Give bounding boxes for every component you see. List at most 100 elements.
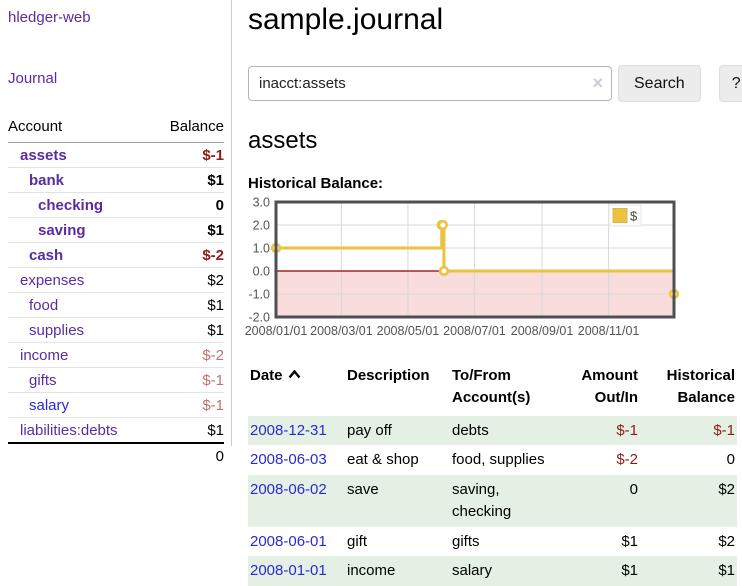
- x-tick-label: 2008/07/01: [443, 324, 506, 338]
- data-point-marker: [439, 221, 447, 229]
- transaction-date-link[interactable]: 2008-01-01: [250, 562, 327, 579]
- account-row: checking 0: [8, 193, 224, 218]
- data-point-marker: [440, 267, 448, 275]
- search-input[interactable]: [248, 66, 612, 101]
- x-tick-label: 2008/01/01: [245, 324, 308, 338]
- account-balance: $-1: [202, 372, 224, 389]
- sidebar-nav: Journal: [8, 70, 231, 87]
- register-header-date: Date: [248, 363, 345, 416]
- account-link-food[interactable]: food: [8, 297, 58, 314]
- accounts-table-header: Account Balance: [8, 116, 224, 143]
- account-row: gifts $-1: [8, 368, 224, 393]
- account-link-expenses[interactable]: expenses: [8, 272, 84, 289]
- register-header-amount: Amount Out/In: [565, 363, 640, 416]
- account-balance: $-2: [202, 247, 224, 264]
- register-cell-balance: 0: [640, 445, 737, 475]
- account-balance: $-2: [202, 347, 224, 364]
- x-tick-label: 2008/03/01: [310, 324, 373, 338]
- page-title: sample.journal: [248, 3, 742, 37]
- account-balance: $1: [207, 322, 224, 339]
- account-link-cash[interactable]: cash: [8, 247, 63, 264]
- register-cell-date: 2008-06-01: [248, 527, 345, 557]
- transaction-date-link[interactable]: 2008-12-31: [250, 422, 327, 439]
- account-link-saving[interactable]: saving: [8, 222, 86, 239]
- register-cell-date: 2008-06-03: [248, 445, 345, 475]
- register-cell-amount: $1: [565, 527, 640, 557]
- x-tick-label: 2008/11/01: [578, 324, 640, 338]
- main-content: sample.journal × Search ? assets Histori…: [232, 0, 742, 586]
- x-tick-label: 2008/05/01: [377, 324, 440, 338]
- accounts-total-value: 0: [216, 448, 224, 465]
- register-cell-balance: $-1: [640, 416, 737, 446]
- register-header-description: Description: [345, 363, 450, 416]
- sidebar: hledger-web Journal Account Balance asse…: [0, 0, 232, 446]
- register-cell-accounts: gifts: [450, 527, 565, 557]
- account-link-gifts[interactable]: gifts: [8, 372, 57, 389]
- register-header-accounts: To/From Account(s): [450, 363, 565, 416]
- legend-label: $: [630, 209, 638, 224]
- account-row: bank $1: [8, 168, 224, 193]
- legend-swatch: [613, 209, 627, 223]
- account-link-income[interactable]: income: [8, 347, 68, 364]
- clear-search-icon[interactable]: ×: [592, 73, 603, 93]
- y-tick-label: 3.0: [253, 196, 270, 210]
- transaction-date-link[interactable]: 2008-06-01: [250, 533, 327, 550]
- account-balance: $1: [207, 297, 224, 314]
- register-cell-accounts: saving, checking: [450, 475, 565, 527]
- account-link-supplies[interactable]: supplies: [8, 322, 84, 339]
- brand: hledger-web: [8, 9, 231, 26]
- transaction-date-link[interactable]: 2008-06-02: [250, 481, 327, 498]
- y-tick-label: -2.0: [248, 311, 270, 325]
- account-row: expenses$2: [8, 268, 224, 293]
- chart-label: Historical Balance:: [248, 175, 742, 192]
- account-balance: 0: [216, 197, 224, 214]
- account-balance: $1: [207, 222, 224, 239]
- account-row: cash $-2: [8, 243, 224, 268]
- search-bar: × Search ?: [248, 65, 742, 102]
- register-header-balance: Historical Balance: [640, 363, 737, 416]
- account-row: food $1: [8, 293, 224, 318]
- register-cell-date: 2008-12-31: [248, 416, 345, 446]
- account-balance: $-1: [202, 397, 224, 414]
- y-tick-label: 1.0: [253, 242, 270, 256]
- account-link-liabilities-debts[interactable]: liabilities:debts: [8, 422, 118, 439]
- register-cell-description: pay off: [345, 416, 450, 446]
- account-link-salary[interactable]: salary: [8, 397, 69, 414]
- sidebar-item-journal[interactable]: Journal: [8, 70, 57, 87]
- account-heading: assets: [248, 127, 742, 155]
- account-link-checking[interactable]: checking: [8, 197, 103, 214]
- account-link-bank[interactable]: bank: [8, 172, 64, 189]
- transaction-date-link[interactable]: 2008-06-03: [250, 451, 327, 468]
- sort-asc-icon: [288, 370, 301, 379]
- register-cell-date: 2008-06-02: [248, 475, 345, 527]
- register-cell-description: gift: [345, 527, 450, 557]
- account-row: income $-2: [8, 343, 224, 368]
- register-cell-description: save: [345, 475, 450, 527]
- register-cell-amount: $-1: [565, 416, 640, 446]
- account-balance: $1: [207, 172, 224, 189]
- account-row: salary $-1: [8, 393, 224, 418]
- search-button[interactable]: Search: [618, 65, 701, 102]
- account-link-assets[interactable]: assets: [8, 147, 67, 164]
- account-row: assets$-1: [8, 143, 224, 168]
- y-tick-label: -1.0: [248, 288, 270, 302]
- register-cell-balance: $2: [640, 475, 737, 527]
- accounts-header-account: Account: [8, 118, 62, 135]
- y-tick-label: 2.0: [253, 219, 270, 233]
- register-cell-amount: 0: [565, 475, 640, 527]
- brand-link[interactable]: hledger-web: [8, 9, 91, 26]
- account-row: supplies $1: [8, 318, 224, 343]
- account-row: saving $1: [8, 218, 224, 243]
- register-cell-accounts: debts: [450, 416, 565, 446]
- help-button[interactable]: ?: [719, 65, 742, 102]
- register-cell-balance: $2: [640, 527, 737, 557]
- search-field-wrap: ×: [248, 66, 612, 101]
- account-balance: $1: [207, 422, 224, 439]
